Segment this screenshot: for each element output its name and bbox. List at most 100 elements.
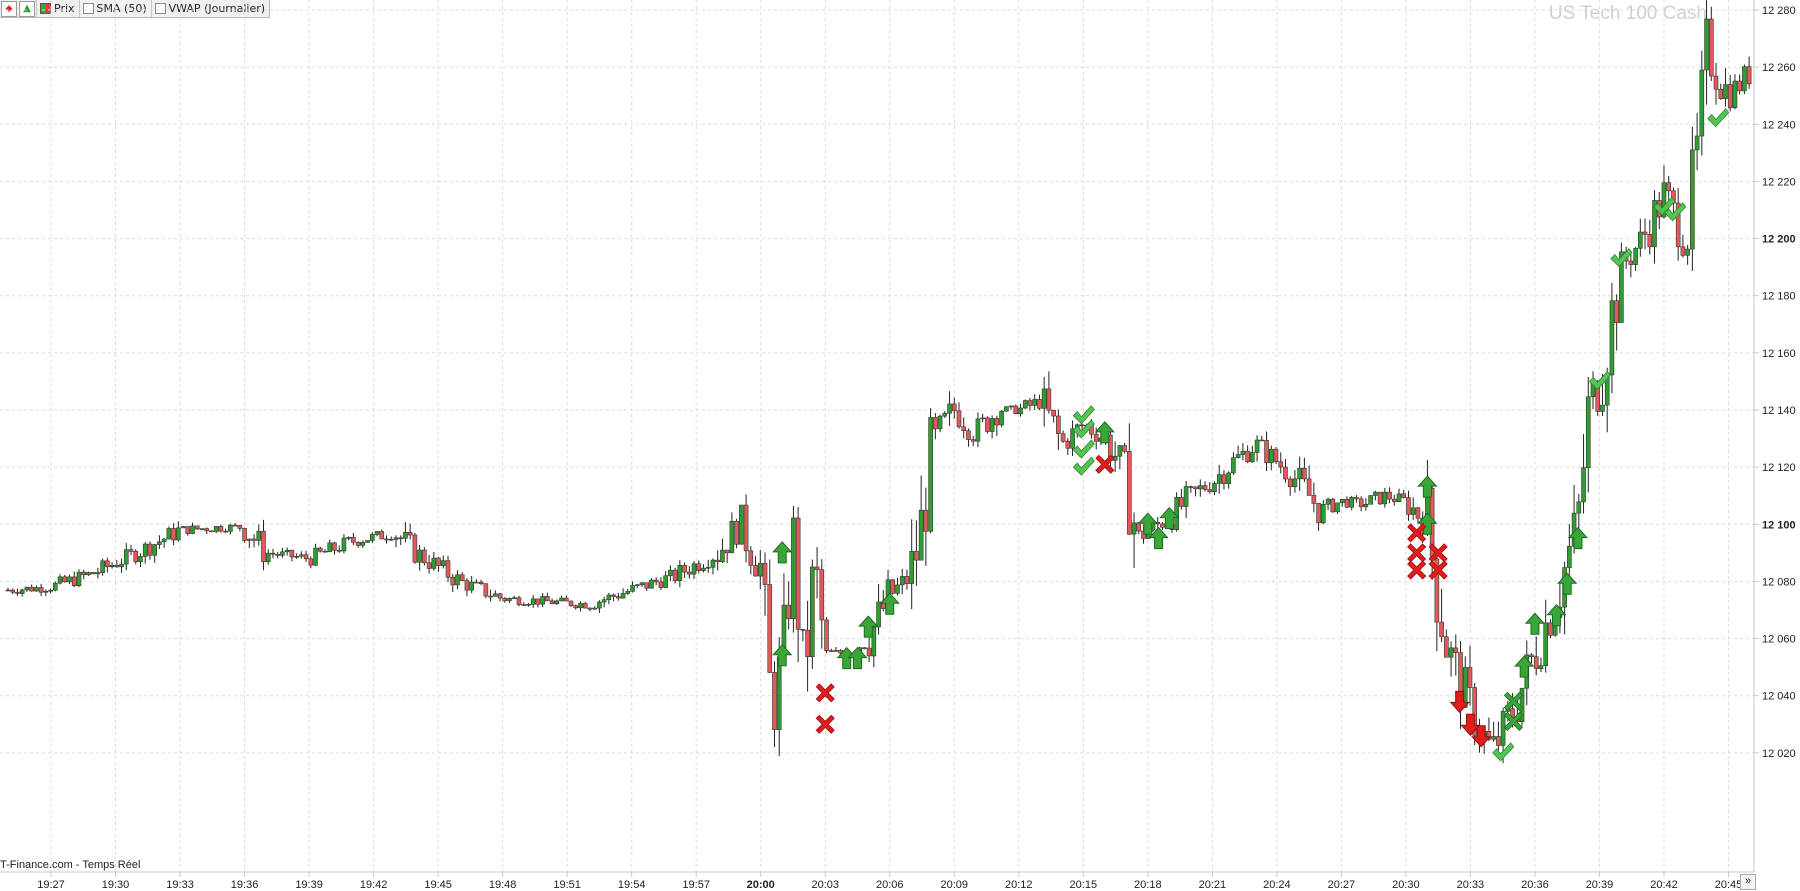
candle-up <box>280 551 285 556</box>
sell-cross-icon <box>1095 454 1115 474</box>
sell-cross-icon <box>1407 543 1427 563</box>
candle-up <box>876 601 881 628</box>
candle-down <box>474 581 479 584</box>
candle-up <box>677 565 683 581</box>
y-tick-label: 12 240 <box>1762 119 1796 131</box>
candle-up <box>24 586 30 591</box>
candle-down <box>450 576 456 586</box>
candle-up <box>701 567 706 571</box>
candle-up <box>1699 69 1705 137</box>
y-tick-label: 12 060 <box>1762 634 1796 646</box>
candle-down <box>653 579 659 583</box>
candle-down <box>866 647 872 657</box>
candle-down <box>862 647 867 650</box>
buy-arrow-icon <box>772 541 793 564</box>
candle-down <box>994 418 1000 426</box>
candle-down <box>1628 260 1634 265</box>
candle-down <box>412 534 418 563</box>
candle-up <box>1585 396 1591 468</box>
candle-up <box>346 537 351 539</box>
candle-down <box>1302 467 1307 480</box>
candle-down <box>1283 466 1288 480</box>
candle-up <box>1704 18 1709 71</box>
candle-down <box>824 619 829 652</box>
candle-up <box>1131 522 1137 535</box>
candle-down <box>1122 445 1127 452</box>
candle-down <box>800 629 806 631</box>
buy-arrow-icon <box>1567 526 1589 550</box>
candle-up <box>663 575 668 588</box>
candle-down <box>715 559 721 563</box>
candle-up <box>109 565 115 568</box>
candle-down <box>1533 656 1539 669</box>
candle-down <box>261 530 266 563</box>
x-tick-label: 19:36 <box>231 879 259 891</box>
scroll-right-button[interactable]: » <box>1740 874 1756 890</box>
candle-up <box>199 528 205 530</box>
candle-up <box>403 531 408 539</box>
candle-up <box>1567 546 1572 568</box>
sell-cross-icon <box>1428 543 1448 563</box>
candle-down <box>549 600 555 605</box>
candle-up <box>895 584 900 594</box>
candle-up <box>1018 407 1023 414</box>
candle-up <box>1321 503 1326 524</box>
candle-up <box>1226 472 1231 485</box>
candle-up <box>157 541 162 545</box>
candle-up <box>1410 507 1416 515</box>
candle-up <box>507 598 512 601</box>
candle-down <box>422 549 427 564</box>
candle-up <box>791 517 796 620</box>
candle-down <box>10 589 16 593</box>
candle-up <box>1576 501 1582 514</box>
green-up-arrow-icon: ▲ <box>23 3 31 14</box>
candle-up <box>776 656 782 731</box>
x-tick-label: 19:45 <box>424 879 452 891</box>
candle-down <box>218 526 224 532</box>
candle-down <box>351 537 356 543</box>
toolbar-item-sma[interactable]: SMA (50) <box>78 0 151 17</box>
candle-down <box>951 403 957 412</box>
candle-up <box>100 560 105 573</box>
toolbar-item-prix[interactable]: Prix <box>36 0 79 17</box>
candle-up <box>592 607 597 610</box>
x-tick-label: 20:09 <box>941 879 969 891</box>
check-icon <box>1653 196 1676 216</box>
candle-down <box>1278 461 1284 468</box>
prix-checkbox[interactable] <box>40 3 51 14</box>
candle-down <box>1642 231 1648 235</box>
candle-down <box>436 557 441 566</box>
candle-down <box>483 583 489 597</box>
candle-down <box>616 596 621 599</box>
vwap-checkbox[interactable] <box>154 3 166 14</box>
candle-up <box>299 554 304 557</box>
up-indicator-button[interactable]: ▲ <box>19 0 35 17</box>
candle-up <box>597 601 602 609</box>
check-icon <box>1492 742 1515 762</box>
candle-down <box>1344 499 1350 508</box>
candle-down <box>1434 558 1440 623</box>
candle-down <box>464 580 470 591</box>
remove-indicator-button[interactable]: ◆ <box>1 0 17 17</box>
candle-down <box>445 560 451 578</box>
candle-down <box>62 576 68 583</box>
candle-up <box>1694 135 1700 151</box>
sma-checkbox[interactable] <box>82 3 94 14</box>
candle-up <box>1250 452 1255 463</box>
x-tick-label: 19:51 <box>553 879 581 891</box>
candle-down <box>573 605 579 609</box>
candle-down <box>232 524 238 527</box>
candle-down <box>1529 654 1534 657</box>
candle-up <box>1254 439 1260 453</box>
candle-down <box>1680 246 1686 256</box>
x-tick-label: 20:42 <box>1650 879 1678 891</box>
toolbar-item-vwap[interactable]: VWAP (Journalier) <box>150 0 269 17</box>
y-tick-label: 12 080 <box>1762 576 1796 588</box>
candle-up <box>493 593 498 597</box>
candle-down <box>204 528 210 532</box>
candle-up <box>1349 497 1355 508</box>
candle-down <box>1387 491 1392 500</box>
x-tick-label: 20:21 <box>1199 879 1227 891</box>
